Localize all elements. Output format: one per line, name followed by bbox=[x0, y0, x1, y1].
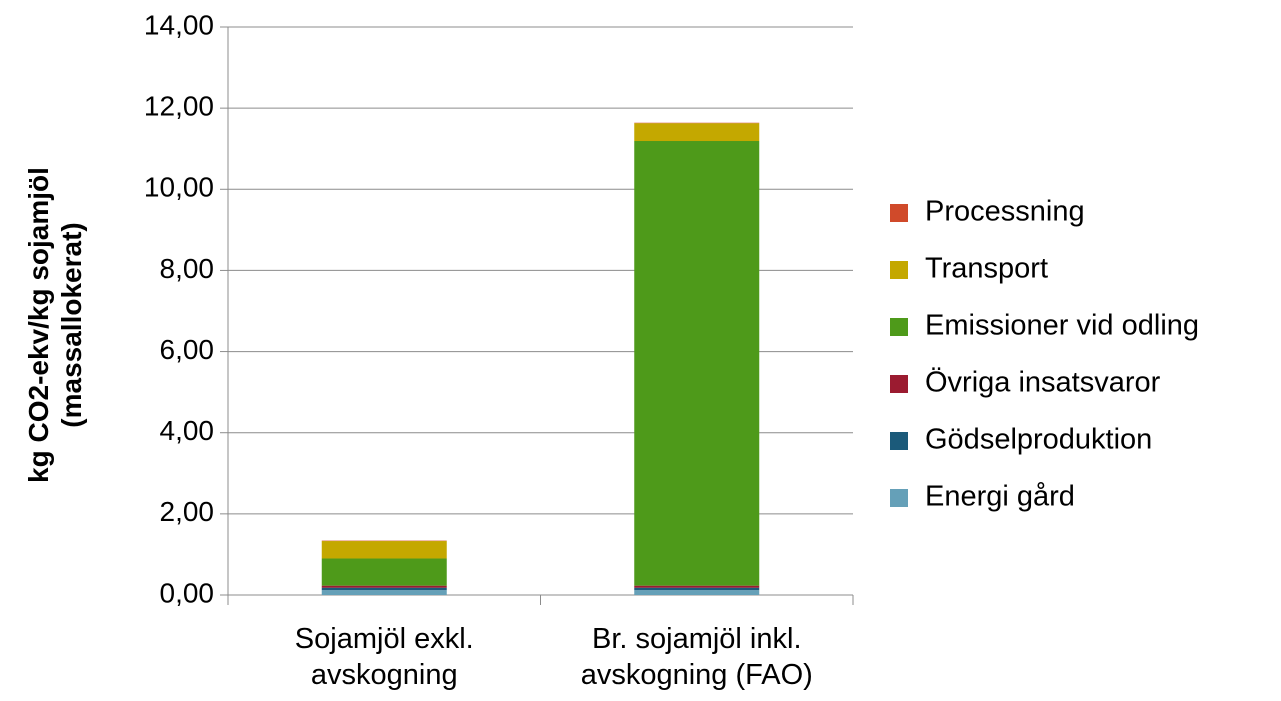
legend-label: Emissioner vid odling bbox=[925, 310, 1199, 342]
y-tick-label: 14,00 bbox=[144, 9, 214, 40]
y-tick-label: 12,00 bbox=[144, 91, 214, 122]
y-tick-label: 8,00 bbox=[160, 253, 215, 284]
legend-label: Processning bbox=[925, 196, 1085, 228]
bar-segment bbox=[321, 541, 447, 559]
legend-swatch bbox=[890, 204, 908, 222]
y-tick-label: 2,00 bbox=[160, 496, 215, 527]
y-axis-label: kg CO2-ekv/kg sojamjöl (massallokerat) bbox=[23, 167, 87, 483]
y-tick-label: 0,00 bbox=[160, 577, 215, 608]
bar-segment bbox=[634, 141, 760, 586]
y-tick-label: 6,00 bbox=[160, 334, 215, 365]
bar-segment bbox=[321, 587, 447, 591]
legend-label: Övriga insatsvaror bbox=[925, 367, 1161, 399]
bar-segment bbox=[321, 590, 447, 595]
legend-swatch bbox=[890, 489, 908, 507]
legend-label: Gödselproduktion bbox=[925, 424, 1152, 456]
legend-swatch bbox=[890, 318, 908, 336]
legend-swatch bbox=[890, 432, 908, 450]
y-tick-label: 4,00 bbox=[160, 415, 215, 446]
legend-label: Energi gård bbox=[925, 481, 1075, 513]
bar-segment bbox=[634, 587, 760, 591]
legend-label: Transport bbox=[925, 253, 1048, 285]
bar-segment bbox=[634, 123, 760, 142]
bar-segment bbox=[634, 585, 760, 588]
bar-segment bbox=[321, 558, 447, 586]
bar-segment bbox=[634, 590, 760, 595]
legend-swatch bbox=[890, 261, 908, 279]
legend-swatch bbox=[890, 375, 908, 393]
x-tick-label: Br. sojamjöl inkl. avskogning (FAO) bbox=[580, 623, 813, 691]
x-tick-label: Sojamjöl exkl. avskogning bbox=[294, 623, 474, 691]
bar-segment bbox=[321, 585, 447, 588]
y-tick-label: 10,00 bbox=[144, 172, 214, 203]
